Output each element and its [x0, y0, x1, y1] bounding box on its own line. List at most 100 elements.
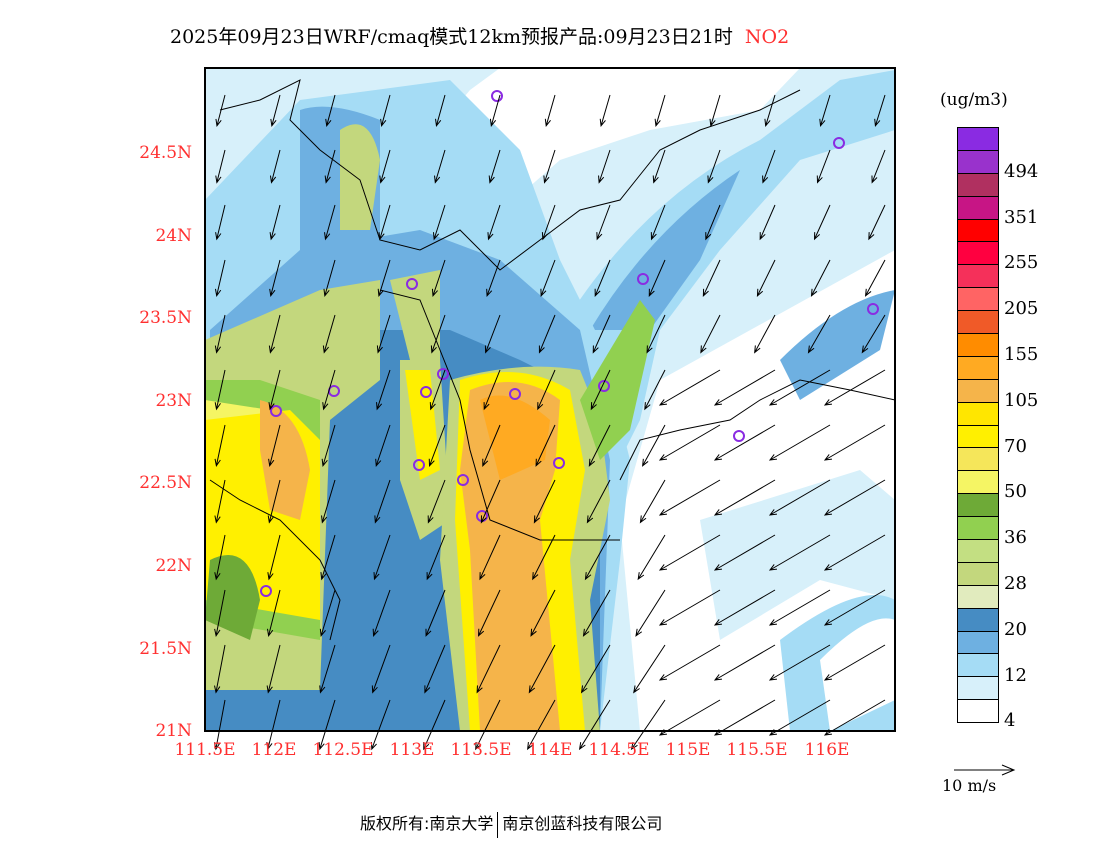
wind-arrow	[768, 534, 831, 571]
colorbar-swatch	[958, 425, 998, 449]
wind-arrow	[768, 369, 831, 406]
wind-arrow	[375, 424, 391, 467]
wind-arrow	[269, 259, 281, 298]
colorbar-swatch	[958, 379, 998, 403]
wind-arrow	[266, 644, 281, 694]
colorbar-swatch	[958, 562, 998, 586]
wind-arrow	[483, 369, 501, 411]
wind-arrow	[267, 479, 281, 524]
station-marker	[406, 278, 418, 290]
wind-arrow	[475, 699, 501, 751]
station-markers	[260, 90, 879, 597]
wind-arrow	[266, 699, 281, 751]
wind-arrow	[214, 589, 226, 638]
wind-arrow	[538, 314, 556, 354]
colorbar-label: 255	[1004, 252, 1039, 274]
wind-arrow	[214, 644, 226, 694]
wind-arrow	[321, 424, 336, 468]
wind-arrow	[320, 534, 336, 581]
wind-arrow	[429, 369, 446, 411]
wind-arrow	[540, 259, 556, 297]
wind-arrow	[214, 259, 226, 298]
colorbar-swatch	[958, 288, 998, 312]
x-tick: 114E	[527, 740, 573, 760]
wind-arrow	[322, 314, 336, 354]
wind-arrow	[425, 589, 446, 637]
colorbar-swatch	[958, 494, 998, 518]
station-marker	[437, 368, 449, 380]
y-tick: 23N	[155, 391, 192, 411]
colorbar-swatch	[958, 585, 998, 609]
station-marker	[270, 405, 282, 417]
colorbar-swatch	[958, 265, 998, 289]
wind-arrow	[650, 204, 666, 241]
wind-arrow	[642, 424, 666, 467]
wind-arrow	[586, 479, 611, 524]
colorbar-swatch	[958, 631, 998, 655]
wind-arrow	[654, 94, 666, 128]
wind-arrow	[432, 204, 446, 241]
wind-arrow	[487, 204, 501, 241]
colorbar-label: 20	[1004, 618, 1027, 640]
wind-arrow	[214, 369, 226, 411]
wind-arrow	[864, 259, 886, 297]
colorbar-label: 36	[1004, 527, 1027, 549]
wind-arrow	[768, 479, 831, 516]
station-marker	[833, 137, 845, 149]
y-tick: 21.5N	[139, 639, 192, 659]
colorbar-swatch	[958, 242, 998, 266]
station-marker	[457, 474, 469, 486]
station-marker	[598, 380, 610, 392]
wind-legend-arrow-icon	[954, 764, 1016, 776]
wind-arrow	[431, 259, 446, 298]
wind-arrow	[214, 534, 226, 581]
wind-arrow	[823, 479, 886, 516]
x-tick: 115E	[665, 740, 711, 760]
wind-arrow	[592, 314, 611, 354]
wind-arrow	[648, 259, 666, 297]
colorbar-label: 205	[1004, 298, 1039, 320]
wind-arrow	[861, 314, 886, 354]
wind-arrow	[644, 369, 666, 411]
wind-arrow	[813, 204, 831, 241]
title-species: NO2	[744, 26, 790, 48]
wind-arrow	[823, 369, 886, 406]
wind-arrow	[424, 644, 446, 694]
wind-arrow	[823, 699, 886, 736]
colorbar-label: 494	[1004, 160, 1039, 182]
colorbar-label: 4	[1004, 710, 1016, 732]
wind-arrow	[214, 424, 226, 468]
wind-arrow	[379, 149, 391, 184]
colorbar-swatch	[958, 196, 998, 220]
colorbar-label: 28	[1004, 573, 1027, 594]
wind-arrow	[594, 259, 611, 297]
wind-arrow	[823, 424, 886, 461]
wind-arrow	[428, 424, 446, 467]
x-tick: 113.5E	[450, 740, 512, 760]
wind-arrow	[530, 589, 556, 637]
colorbar-label: 105	[1004, 389, 1039, 411]
wind-arrow	[371, 644, 391, 694]
wind-arrow	[268, 424, 281, 468]
wind-arrow	[377, 259, 391, 298]
station-marker	[260, 585, 272, 597]
wind-arrow	[652, 149, 666, 184]
wind-arrow	[582, 589, 611, 637]
wind-arrow	[816, 149, 831, 184]
footer: 版权所有:南京大学 南京创蓝科技有限公司	[360, 810, 662, 838]
wind-arrow	[756, 259, 776, 297]
colorbar-swatch	[958, 677, 998, 701]
wind-arrow	[435, 94, 446, 128]
wind-legend-label: 10 m/s	[942, 776, 997, 795]
wind-arrow	[489, 94, 501, 128]
wind-arrow	[480, 479, 501, 524]
wind-arrow	[321, 479, 336, 524]
wind-arrow	[768, 424, 831, 461]
wind-arrow	[268, 314, 281, 354]
wind-arrow	[658, 479, 721, 516]
wind-arrow	[370, 699, 391, 751]
wind-arrow	[874, 94, 886, 128]
wind-arrow	[658, 534, 721, 571]
wind-arrow	[658, 424, 721, 461]
